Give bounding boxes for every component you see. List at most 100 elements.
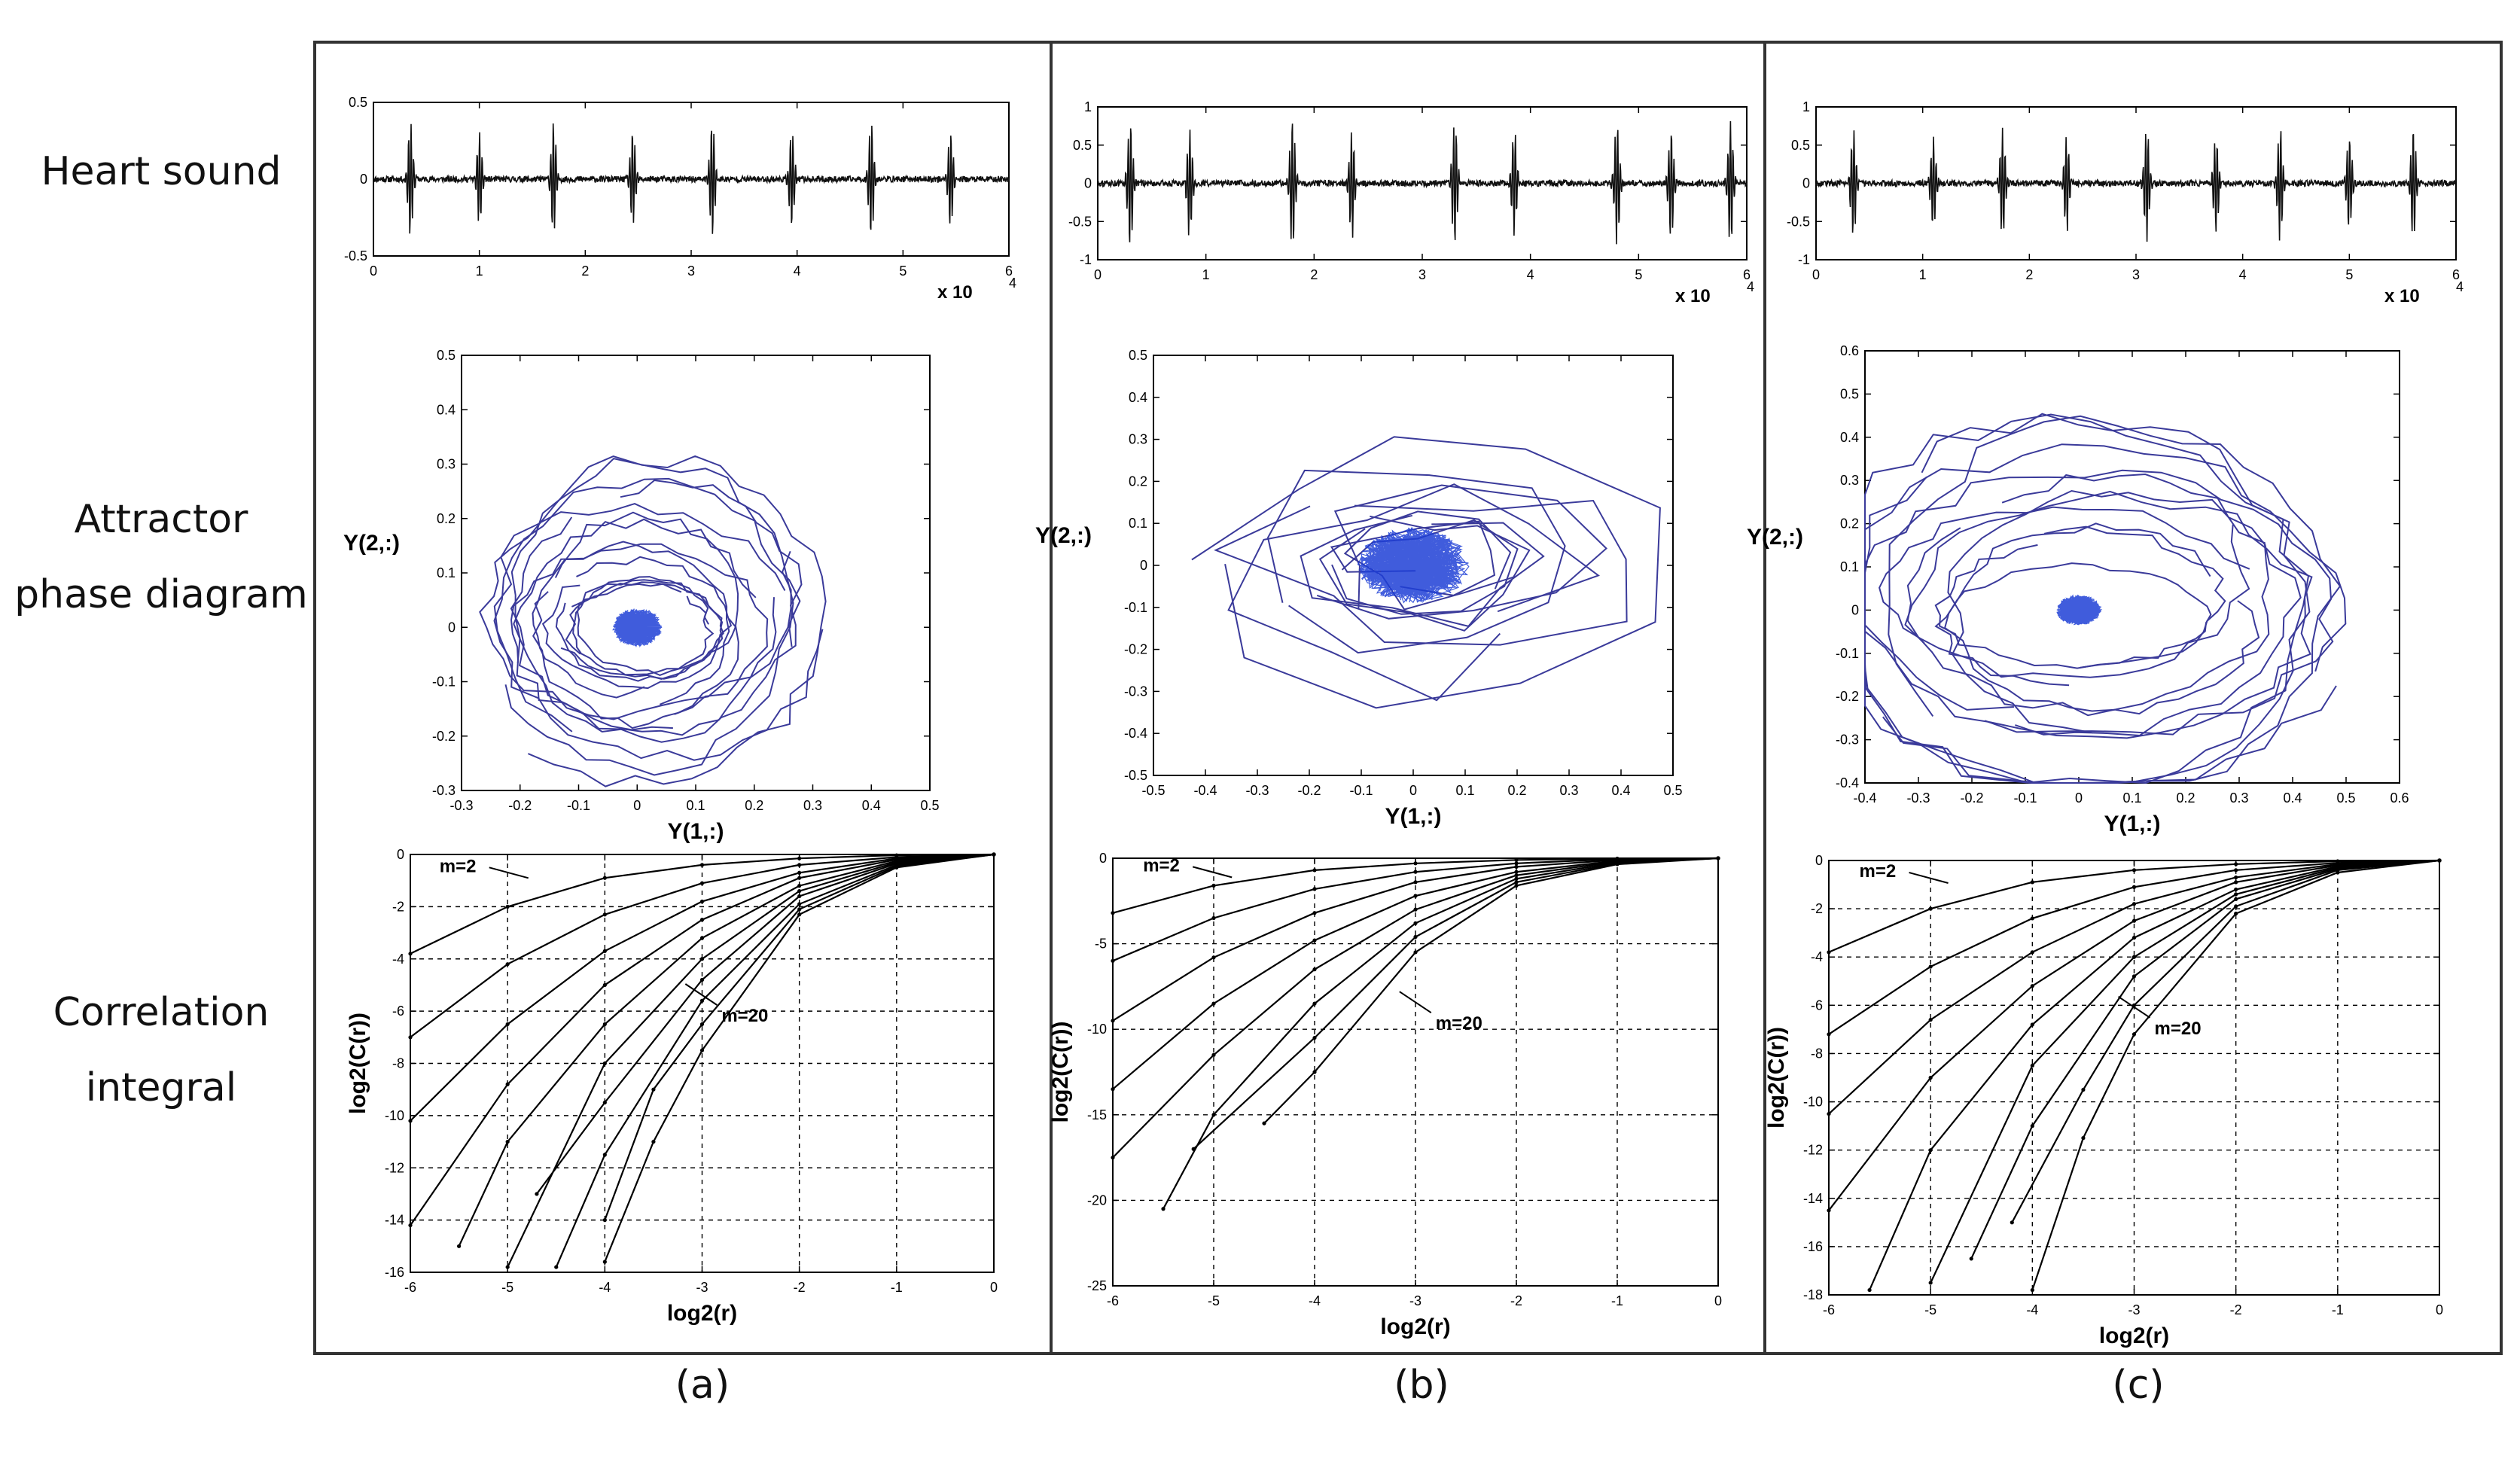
row-label-heart-sound: Heart sound — [41, 149, 282, 194]
correlation-c-ytick-label: 0 — [1815, 853, 1823, 868]
correlation-c-xtick-label: -2 — [2230, 1302, 2242, 1317]
correlation-b-series-point — [1716, 856, 1720, 860]
attractor-b-xtick-label: 0.1 — [1455, 783, 1474, 798]
attractor-b-orbit — [1318, 515, 1531, 632]
correlation-c-series-point — [2131, 885, 2137, 889]
correlation-b-xtick-label: -4 — [1309, 1293, 1321, 1308]
correlation-a-series-point — [894, 865, 899, 870]
correlation-c-series-line — [2031, 859, 2440, 1290]
correlation-c-series-point — [2131, 974, 2137, 979]
heart-sound-b-xtick-label: 2 — [1310, 267, 1318, 282]
correlation-a-ytick-label: -4 — [392, 952, 404, 967]
correlation-c-series-point — [2131, 902, 2137, 906]
correlation-b-series-point — [1514, 883, 1519, 888]
attractor-a-xtick-label: -0.2 — [508, 798, 532, 813]
correlation-b-series-point — [1514, 876, 1519, 881]
correlation-a-xtick-label: -6 — [404, 1280, 416, 1295]
correlation-b-series-point — [1514, 870, 1519, 874]
attractor-b-ytick-label: -0.4 — [1124, 726, 1147, 741]
correlation-a-series-point — [408, 952, 413, 956]
correlation-a-ytick-label: -2 — [392, 899, 404, 914]
heart-sound-b-xtick-label: 4 — [1527, 267, 1534, 282]
correlation-b-series-point — [1514, 880, 1519, 885]
correlation-b-xtick-label: 0 — [1714, 1293, 1722, 1308]
attractor-b-orbit — [1214, 499, 1628, 646]
correlation-a-ytick-label: -10 — [385, 1108, 404, 1123]
correlation-a-xtick-label: 0 — [990, 1280, 998, 1295]
attractor-b-orbit — [1191, 436, 1661, 709]
correlation-a-series-point — [651, 1139, 656, 1144]
attractor-c-ytick-label: 0.6 — [1840, 343, 1859, 358]
correlation-b-series-point — [1514, 861, 1519, 866]
correlation-b-series-point — [1312, 911, 1317, 915]
correlation-a-series-point — [602, 1259, 607, 1264]
correlation-a-series-point — [797, 894, 802, 899]
attractor-c-ylabel: Y(2,:) — [1747, 525, 1803, 550]
correlation-b-series-point — [1413, 907, 1418, 912]
attractor-c-xtick-label: 0.4 — [2283, 790, 2302, 806]
correlation-b-arrow-m20 — [1399, 991, 1432, 1014]
heart-sound-a-trace — [373, 123, 1010, 234]
correlation-b-xtick-label: -6 — [1107, 1293, 1119, 1308]
attractor-c-xtick-label: -0.1 — [2013, 790, 2037, 806]
correlation-a-series-point — [699, 918, 705, 922]
correlation-c-series-line — [1930, 859, 2440, 1284]
attractor-a-orbit — [572, 581, 715, 676]
correlation-a-series-point — [797, 912, 802, 917]
correlation-c-label-m2: m=2 — [1860, 861, 1897, 882]
correlation-c-series-point — [2234, 880, 2238, 885]
correlation-c-series-point — [2234, 904, 2238, 909]
correlation-c-ytick-label: -18 — [1803, 1287, 1823, 1302]
attractor-a-orbit — [479, 503, 792, 720]
row-label-attractor-line1: Attractor — [74, 497, 248, 542]
correlation-a-series-point — [797, 876, 802, 880]
attractor-c-orbit — [1906, 473, 2270, 717]
attractor-a-xtick-label: 0.4 — [862, 798, 881, 813]
attractor-b-ytick-label: 0 — [1140, 558, 1147, 573]
correlation-a-xtick-label: -4 — [599, 1280, 611, 1295]
correlation-c-ylabel: log2(C(r)) — [1764, 1027, 1789, 1128]
correlation-a-series-point — [699, 1022, 705, 1027]
correlation-a-series-point — [992, 852, 996, 857]
attractor-a-orbit — [532, 541, 730, 705]
correlation-c-series-point — [2437, 858, 2442, 863]
heart-sound-a-x-exponent-power: 4 — [1009, 276, 1016, 291]
attractor-a-orbit — [510, 543, 769, 731]
correlation-a-series-point — [699, 899, 705, 904]
attractor-b-ytick-label: 0.1 — [1129, 516, 1147, 531]
attractor-c-ytick-label: -0.2 — [1836, 689, 1859, 704]
attractor-b-orbit — [1316, 484, 1607, 620]
heart-sound-b-xtick-label: 5 — [1635, 267, 1642, 282]
correlation-b-ylabel: log2(C(r)) — [1048, 1022, 1073, 1123]
attractor-a-ytick-label: 0 — [448, 620, 456, 635]
correlation-a-series-line — [555, 853, 995, 1268]
attractor-c-orbit — [1864, 490, 2313, 739]
correlation-c-series-point — [1827, 1111, 1831, 1116]
correlation-b-series-point — [1111, 1156, 1115, 1160]
correlation-b-series-point — [1514, 857, 1519, 862]
correlation-b-label-m20: m=20 — [1436, 1013, 1482, 1034]
attractor-b-ytick-label: -0.3 — [1124, 684, 1147, 699]
correlation-a-xtick-label: -3 — [696, 1280, 708, 1295]
attractor-c-ytick-label: -0.1 — [1836, 646, 1859, 661]
attractor-b-orbit — [1330, 520, 1496, 596]
correlation-a-series-point — [602, 912, 607, 917]
correlation-b-arrow-m2 — [1192, 866, 1233, 879]
correlation-c-series-point — [2131, 868, 2137, 873]
heart-sound-a-xtick-label: 0 — [370, 263, 377, 279]
correlation-b-series-point — [1111, 911, 1115, 915]
correlation-a-series-point — [554, 1265, 559, 1269]
correlation-a-series-point — [797, 884, 802, 888]
attractor-c-xtick-label: 0.2 — [2176, 790, 2195, 806]
attractor-c-ytick-label: 0.1 — [1840, 559, 1859, 574]
correlation-b-series-point — [1161, 1207, 1166, 1211]
correlation-c-xtick-label: -6 — [1823, 1302, 1835, 1317]
heart-sound-c-x-exponent-label: x 10 — [2384, 286, 2420, 306]
correlation-a-series-point — [699, 957, 705, 961]
correlation-a-series-point — [699, 881, 705, 885]
attractor-a-chart: -0.3 -0.2 -0.1 0 0.1 0.2 0.3 0.4 0.5 0.5 0.4 0.3 0.2… — [343, 348, 940, 844]
correlation-a-arrow-m2 — [489, 867, 529, 879]
heart-sound-a-ytick-label: -0.5 — [344, 248, 367, 263]
correlation-c-series-line — [1970, 859, 2440, 1259]
correlation-a-arrow-m20 — [684, 983, 718, 1006]
